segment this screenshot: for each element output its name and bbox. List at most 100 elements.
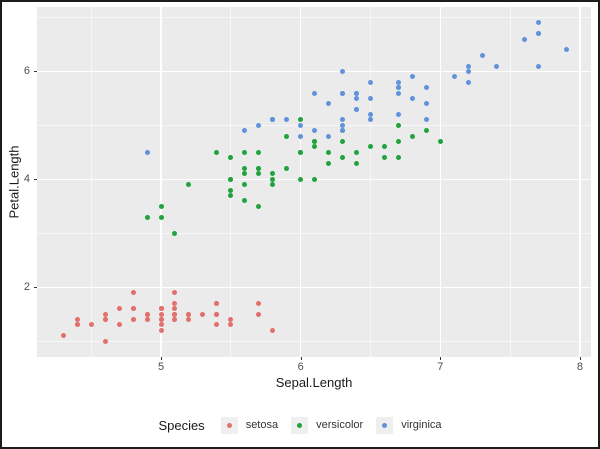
data-point bbox=[158, 214, 164, 220]
data-point bbox=[493, 63, 499, 69]
data-point bbox=[354, 160, 360, 166]
data-point bbox=[158, 327, 164, 333]
data-point bbox=[479, 52, 485, 58]
data-point bbox=[172, 306, 178, 312]
data-point bbox=[354, 106, 360, 112]
data-point bbox=[256, 203, 262, 209]
data-point bbox=[144, 149, 150, 155]
data-point bbox=[326, 149, 332, 155]
data-point bbox=[326, 101, 332, 107]
data-point bbox=[409, 133, 415, 139]
data-point bbox=[242, 198, 248, 204]
data-point bbox=[102, 338, 108, 344]
data-point bbox=[340, 122, 346, 128]
y-tick-label: 6 bbox=[23, 64, 30, 77]
data-point bbox=[354, 90, 360, 96]
data-point bbox=[381, 144, 387, 150]
data-point bbox=[367, 112, 373, 118]
data-point bbox=[200, 311, 206, 317]
virginica-dot-icon bbox=[382, 422, 388, 428]
y-tick-mark bbox=[34, 71, 37, 73]
data-point bbox=[172, 290, 178, 296]
data-point bbox=[312, 176, 318, 182]
data-point bbox=[312, 128, 318, 134]
data-point bbox=[340, 68, 346, 74]
x-tick-mark bbox=[440, 357, 442, 360]
data-point bbox=[102, 311, 108, 317]
data-point bbox=[214, 322, 220, 328]
y-gridline-minor bbox=[37, 232, 591, 234]
y-gridline-major bbox=[37, 70, 591, 73]
data-point bbox=[423, 117, 429, 123]
data-point bbox=[298, 133, 304, 139]
data-point bbox=[214, 300, 220, 306]
data-point bbox=[423, 85, 429, 91]
data-point bbox=[312, 139, 318, 145]
y-tick-mark bbox=[34, 287, 37, 289]
data-point bbox=[298, 176, 304, 182]
data-point bbox=[423, 128, 429, 134]
data-point bbox=[395, 90, 401, 96]
data-point bbox=[186, 317, 192, 323]
data-point bbox=[367, 79, 373, 85]
data-point bbox=[228, 322, 234, 328]
data-point bbox=[116, 306, 122, 312]
x-tick-label: 8 bbox=[576, 361, 584, 373]
data-point bbox=[298, 122, 304, 128]
data-point bbox=[284, 117, 290, 123]
data-point bbox=[186, 182, 192, 188]
versicolor-dot-icon bbox=[297, 422, 303, 428]
data-point bbox=[270, 182, 276, 188]
data-point bbox=[228, 155, 234, 161]
data-point bbox=[395, 112, 401, 118]
y-gridline-minor bbox=[37, 17, 591, 18]
y-tick-label: 2 bbox=[23, 280, 30, 293]
data-point bbox=[158, 203, 164, 209]
data-point bbox=[88, 322, 94, 328]
legend-key-box bbox=[376, 416, 394, 434]
data-point bbox=[437, 139, 443, 145]
legend-item-virginica: virginica bbox=[376, 416, 442, 434]
data-point bbox=[395, 139, 401, 145]
data-point bbox=[465, 63, 471, 69]
data-point bbox=[158, 306, 164, 312]
setosa-dot-icon bbox=[226, 422, 232, 428]
data-point bbox=[242, 171, 248, 177]
data-point bbox=[354, 149, 360, 155]
x-gridline-minor bbox=[509, 7, 511, 357]
data-point bbox=[172, 317, 178, 323]
data-point bbox=[340, 139, 346, 145]
data-point bbox=[395, 79, 401, 85]
data-point bbox=[228, 317, 234, 323]
data-point bbox=[284, 133, 290, 139]
data-point bbox=[228, 187, 234, 193]
legend-key-box bbox=[291, 416, 309, 434]
legend-label-versicolor: versicolor bbox=[316, 419, 364, 431]
data-point bbox=[465, 68, 471, 74]
data-point bbox=[158, 317, 164, 323]
legend-label-setosa: setosa bbox=[245, 419, 279, 431]
data-point bbox=[130, 306, 136, 312]
data-point bbox=[312, 90, 318, 96]
y-tick-mark bbox=[34, 179, 37, 181]
data-point bbox=[326, 133, 332, 139]
data-point bbox=[395, 85, 401, 91]
data-point bbox=[354, 95, 360, 101]
x-tick-mark bbox=[300, 357, 302, 360]
data-point bbox=[423, 101, 429, 107]
data-point bbox=[172, 230, 178, 236]
y-tick-label: 4 bbox=[23, 172, 30, 185]
data-point bbox=[256, 122, 262, 128]
data-point bbox=[270, 327, 276, 333]
data-point bbox=[465, 79, 471, 85]
x-tick-label: 6 bbox=[297, 361, 304, 373]
x-tick-label: 5 bbox=[157, 361, 165, 373]
data-point bbox=[116, 322, 122, 328]
data-point bbox=[270, 171, 276, 177]
data-point bbox=[298, 117, 304, 123]
x-gridline-major bbox=[439, 7, 441, 357]
data-point bbox=[256, 300, 262, 306]
data-point bbox=[214, 311, 220, 317]
data-point bbox=[326, 160, 332, 166]
data-point bbox=[535, 63, 541, 69]
